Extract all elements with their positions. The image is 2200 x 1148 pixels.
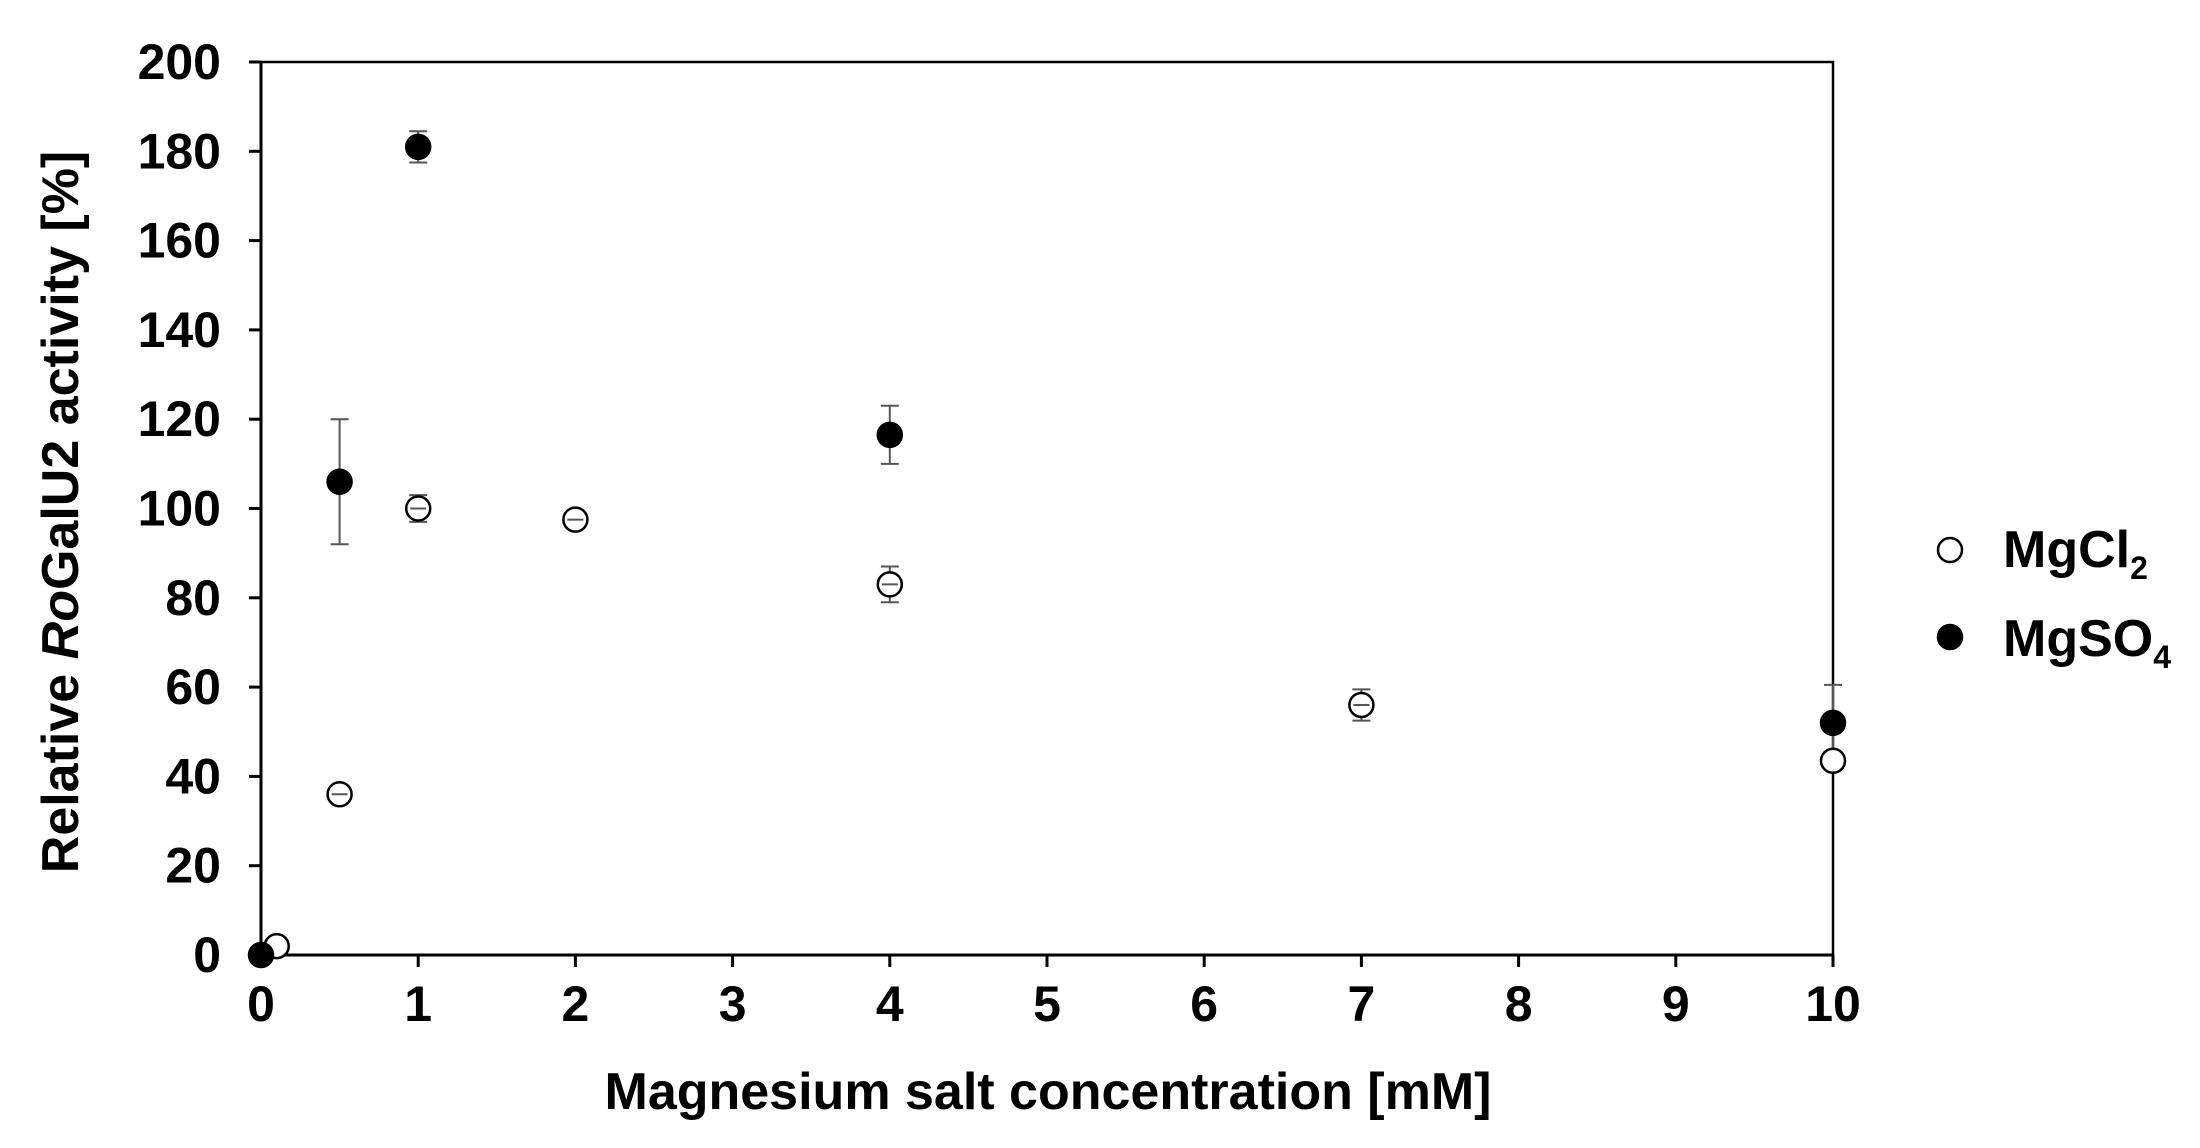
legend-entry-mgcl2: MgCl2 (1936, 521, 2148, 586)
y-tick-label: 80 (165, 570, 221, 626)
legend-marker-filled-circle (1936, 623, 1964, 651)
x-tick-label: 3 (719, 976, 747, 1032)
x-tick-label: 8 (1505, 976, 1533, 1032)
x-tick-label: 4 (876, 976, 904, 1032)
legend-label-mgcl2: MgCl2 (2003, 521, 2148, 586)
error-bars (330, 130, 1842, 802)
y-axis-title-part-2: GalU2 activity [%] (32, 151, 90, 590)
x-tick-label: 5 (1033, 976, 1061, 1032)
y-tick-label: 60 (165, 659, 221, 715)
y-tick-label: 0 (193, 927, 221, 983)
y-axis-title-italic: Ro (32, 590, 90, 659)
data-point-mgso4 (247, 941, 275, 969)
y-tick-label: 20 (165, 838, 221, 894)
legend-label-mgcl2-sub: 2 (2130, 550, 2148, 586)
x-tick-label: 1 (404, 976, 432, 1032)
data-point-mgso4 (326, 468, 353, 495)
data-points (247, 133, 1847, 969)
plot-area-border (259, 60, 1835, 957)
x-tick-label: 2 (561, 976, 589, 1032)
x-tick-label: 10 (1805, 976, 1861, 1032)
legend: MgCl2 MgSO4 (1936, 521, 2171, 675)
legend-marker-open-circle (1936, 536, 1964, 564)
x-tick-label: 6 (1190, 976, 1218, 1032)
data-point-mgso4 (404, 133, 432, 161)
x-tick-label: 0 (247, 976, 275, 1032)
data-point-mgso4 (1819, 709, 1847, 737)
legend-label-mgso4-main: MgSO (2003, 610, 2153, 668)
y-tick-label: 40 (165, 748, 221, 804)
data-point-mgcl2 (1819, 747, 1847, 775)
y-tick-label: 100 (138, 481, 221, 537)
legend-label-mgso4-sub: 4 (2153, 639, 2171, 675)
y-tick-label: 180 (138, 123, 221, 179)
y-tick-label: 120 (138, 391, 221, 447)
data-point-mgso4 (876, 421, 904, 449)
plot-frame (259, 60, 1835, 957)
x-tick-label: 9 (1662, 976, 1690, 1032)
y-axis-title-part-1: Relative (32, 659, 90, 873)
y-tick-label: 140 (138, 302, 221, 358)
legend-label-mgcl2-main: MgCl (2003, 521, 2130, 579)
y-tick-label: 200 (138, 34, 221, 90)
y-axis-title: Relative RoGalU2 activity [%] (32, 151, 90, 873)
x-tick-label: 7 (1347, 976, 1375, 1032)
x-axis-title: Magnesium salt concentration [mM] (605, 1063, 1492, 1121)
legend-entry-mgso4: MgSO4 (1936, 610, 2171, 675)
legend-label-mgso4: MgSO4 (2003, 610, 2171, 675)
y-tick-label: 160 (138, 213, 221, 269)
